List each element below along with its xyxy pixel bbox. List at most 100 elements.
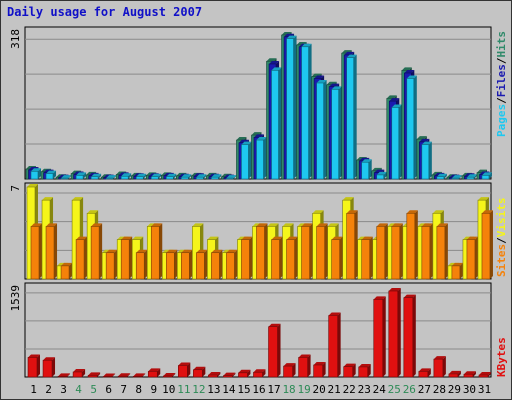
pages-bar-side <box>158 173 162 179</box>
sites-bar-cap <box>136 249 148 253</box>
pages-bar-cap <box>346 54 357 58</box>
sites-bar <box>451 265 461 280</box>
x-tick-label: 10 <box>162 383 175 396</box>
kbytes-bar <box>72 371 83 378</box>
kbytes-bar <box>27 357 38 378</box>
kbytes-bar-side <box>217 372 221 377</box>
x-tick-label: 26 <box>403 383 416 396</box>
sites-bar-side <box>414 210 418 279</box>
pages-bar <box>451 177 460 180</box>
sites-bar-cap <box>61 262 73 266</box>
x-tick-label: 25 <box>388 383 401 396</box>
kbytes-bar-cap <box>283 363 296 367</box>
pages-bar <box>211 176 219 180</box>
hits-bar-cap <box>251 132 262 136</box>
pages-bar-side <box>383 171 387 179</box>
kbytes-bar-side <box>427 368 431 377</box>
kbytes-bar <box>193 369 203 378</box>
pages-bar-side <box>278 67 282 179</box>
sites-bar <box>150 226 160 280</box>
kbytes-bar-side <box>277 323 281 377</box>
pages-bar-side <box>128 173 132 179</box>
pages-bar-cap <box>46 170 57 174</box>
kbytes-bar-cap <box>178 362 191 366</box>
sites-bar-cap <box>376 223 388 227</box>
kbytes-bar <box>268 326 278 378</box>
kbytes-bar-cap <box>73 368 86 372</box>
pages-bar-side <box>263 137 267 179</box>
pages-bar-cap <box>226 175 237 179</box>
kbytes-bar-side <box>382 296 386 377</box>
pages-bar-side <box>68 175 72 179</box>
sites-bar <box>256 226 265 280</box>
sites-bar-cap <box>211 249 223 253</box>
sites-bar-side <box>129 236 133 279</box>
pages-bar-cap <box>406 75 417 79</box>
files-bar-cap <box>269 60 280 64</box>
pages-bar <box>361 161 370 180</box>
pages-bar-side <box>248 141 252 179</box>
x-tick-label: 24 <box>373 383 387 396</box>
sites-bar-side <box>219 249 223 279</box>
sites-bar <box>391 226 401 280</box>
kbytes-bar-side <box>142 373 146 377</box>
kbytes-bar <box>463 373 474 378</box>
pages-bar <box>90 176 99 180</box>
pages-bar <box>331 89 339 180</box>
kbytes-bar <box>418 371 429 378</box>
pages-bar-cap <box>481 172 492 176</box>
x-tick-label: 16 <box>252 383 265 396</box>
kbytes-bar-side <box>397 288 401 377</box>
kbytes-bar-cap <box>418 368 431 372</box>
files-bar-cap <box>329 83 340 87</box>
sites-bar <box>165 252 175 280</box>
kbytes-bar-cap <box>238 369 251 373</box>
pages-bar <box>481 175 490 180</box>
pages-bar-cap <box>376 171 387 175</box>
sites-bar-side <box>459 262 463 279</box>
legend-sites-visits: Sites/Visits <box>495 198 508 278</box>
pages-bar <box>466 176 475 180</box>
legend-pages-files-hits-part: Files <box>495 64 508 97</box>
kbytes-bar-cap <box>358 363 371 367</box>
kbytes-bar-side <box>472 371 476 377</box>
pages-bar-cap <box>421 141 432 145</box>
kbytes-bar-cap <box>43 357 56 361</box>
kbytes-bar-side <box>67 373 71 377</box>
kbytes-bar-side <box>352 363 356 377</box>
pages-bar <box>421 144 430 180</box>
kbytes-bar-cap <box>193 366 206 370</box>
pages-bar-side <box>218 174 222 179</box>
sites-bar-side <box>189 249 193 279</box>
kbytes-bar-cap <box>403 294 416 298</box>
x-tick-label: 12 <box>192 383 205 396</box>
visits-bar-cap <box>207 236 219 240</box>
pages-bar <box>150 176 159 180</box>
pages-bar <box>30 171 39 180</box>
kbytes-bar-cap <box>328 312 341 316</box>
sites-bar-cap <box>466 236 478 240</box>
sites-bar-cap <box>226 249 238 253</box>
kbytes-bar <box>313 364 323 378</box>
pages-bar-cap <box>256 137 267 141</box>
sites-bar-side <box>174 249 178 279</box>
sites-bar-side <box>369 236 373 279</box>
sites-bar-cap <box>271 236 283 240</box>
pages-bar <box>346 57 354 180</box>
files-bar-cap <box>419 138 430 142</box>
sites-bar <box>286 239 295 280</box>
x-tick-label: 13 <box>207 383 220 396</box>
sites-bar <box>466 239 476 280</box>
kbytes-bar-cap <box>148 368 161 372</box>
pages-bar <box>45 173 54 180</box>
kbytes-bar <box>343 366 353 378</box>
kbytes-bar <box>373 299 384 378</box>
pages-bar-side <box>323 80 327 179</box>
visits-bar-cap <box>192 223 204 227</box>
legend-kbytes: KBytes <box>495 337 508 377</box>
pages-bar <box>75 175 84 180</box>
pages-bar <box>316 82 324 180</box>
pages-bar-cap <box>136 173 147 177</box>
pages-bar-cap <box>316 80 327 83</box>
hits-bar-cap <box>401 67 412 71</box>
